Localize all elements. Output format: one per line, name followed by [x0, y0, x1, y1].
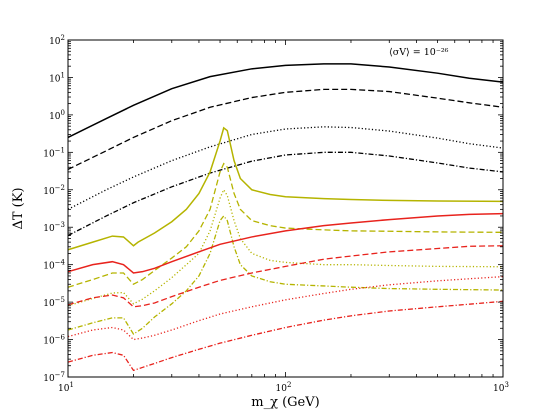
series-line-9	[67, 212, 504, 274]
y-tick-label: 102	[49, 34, 65, 47]
y-tick-label: 10−6	[43, 334, 65, 347]
series-line-7	[67, 188, 504, 307]
y-tick-label: 10−1	[43, 146, 65, 159]
series-line-5	[67, 126, 504, 251]
y-axis-label: ΔT (K)	[11, 187, 26, 229]
x-tick-label: 101	[58, 381, 74, 394]
series-line-8	[67, 214, 504, 335]
series-line-2	[67, 88, 504, 170]
series-line-10	[67, 245, 504, 308]
x-axis-label: m_χ (GeV)	[251, 395, 319, 410]
series-line-4	[67, 151, 504, 237]
y-tick-label: 10−2	[43, 184, 65, 197]
y-tick-label: 10−3	[43, 221, 65, 234]
y-tick-label: 10−4	[43, 259, 65, 272]
cross-section-annotation: ⟨σV⟩ = 10⁻²⁶	[389, 47, 449, 58]
series-line-11	[67, 275, 504, 341]
y-tick-label: 10−5	[43, 296, 65, 309]
series-line-1	[67, 63, 504, 139]
plot-frame	[67, 39, 504, 378]
ticks-layer	[67, 39, 504, 378]
x-tick-label: 102	[276, 381, 292, 394]
y-tick-label: 100	[49, 109, 65, 122]
labels-layer: 101 102 103 10−7 10−6 10−5 10−4 10−3 10−2 10−1 100…	[43, 34, 509, 394]
y-tick-label: 101	[49, 71, 65, 84]
series-line-6	[67, 162, 504, 288]
x-tick-label: 103	[493, 381, 509, 394]
series-layer	[67, 63, 504, 372]
series-line-12	[67, 300, 504, 372]
y-tick-label: 10−7	[43, 371, 65, 384]
